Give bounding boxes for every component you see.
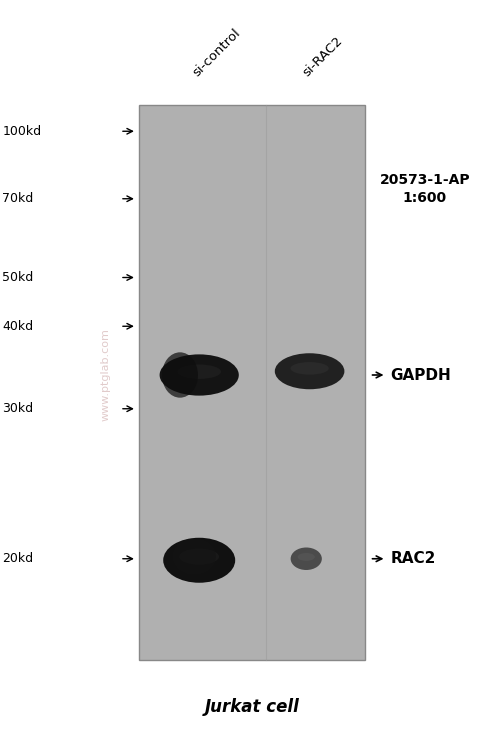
Ellipse shape (159, 355, 239, 396)
Text: 50kd: 50kd (2, 271, 34, 284)
Text: 20573-1-AP
1:600: 20573-1-AP 1:600 (380, 172, 470, 205)
Ellipse shape (173, 538, 216, 574)
Text: 100kd: 100kd (2, 124, 42, 138)
Ellipse shape (180, 549, 219, 565)
Text: RAC2: RAC2 (390, 551, 436, 566)
Text: 40kd: 40kd (2, 320, 34, 333)
Text: si-RAC2: si-RAC2 (300, 34, 346, 79)
Text: GAPDH: GAPDH (390, 368, 451, 382)
Ellipse shape (163, 538, 235, 583)
Ellipse shape (275, 353, 345, 389)
FancyBboxPatch shape (139, 105, 365, 660)
Text: www.ptglab.com: www.ptglab.com (101, 328, 110, 422)
Text: si-control: si-control (190, 26, 243, 79)
Ellipse shape (290, 548, 322, 570)
Text: 30kd: 30kd (2, 402, 34, 416)
Ellipse shape (298, 553, 315, 561)
Ellipse shape (290, 362, 329, 375)
Ellipse shape (162, 352, 198, 398)
Ellipse shape (178, 364, 221, 379)
Text: 20kd: 20kd (2, 552, 34, 566)
Text: Jurkat cell: Jurkat cell (204, 698, 300, 716)
Text: 70kd: 70kd (2, 192, 34, 206)
